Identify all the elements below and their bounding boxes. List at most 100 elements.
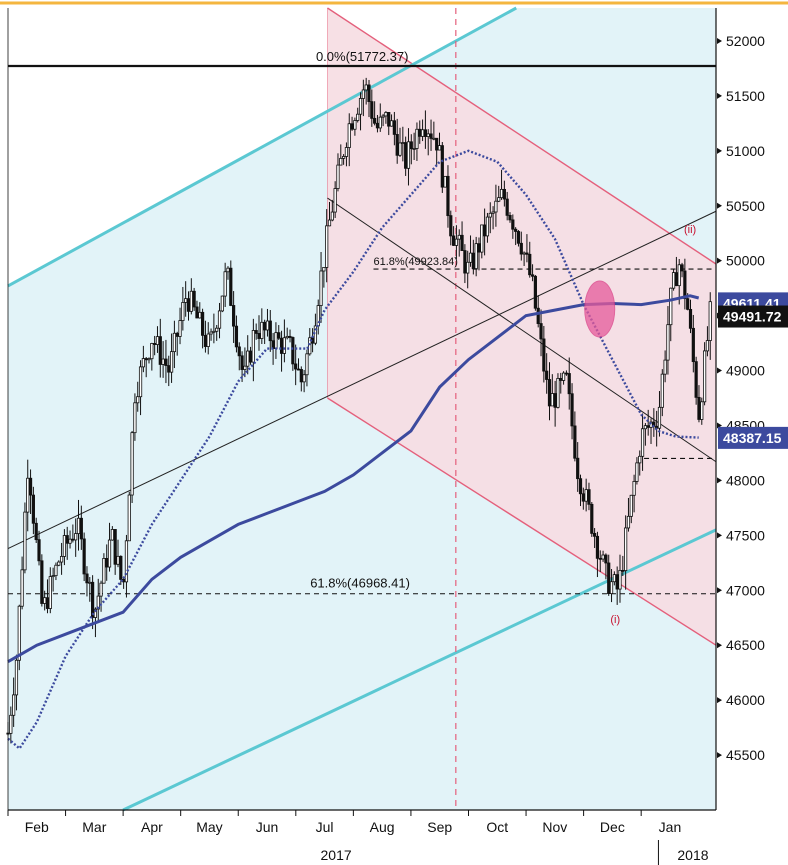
y-tick-mark [717,367,722,374]
candle-body [110,529,114,541]
candle-body [14,659,19,696]
candle-body [62,535,67,557]
candle-body [226,267,230,273]
candle-body [418,128,422,137]
y-tick-mark [717,147,722,154]
candle-body [533,275,537,309]
candle-body [601,554,605,560]
candle-body [172,332,176,353]
candle-body [590,503,594,534]
y-tick-mark [717,477,722,484]
candle-body [178,320,182,337]
candle-body [398,142,402,156]
candle-body [635,462,639,482]
candle-body [367,84,371,103]
candle-body [412,148,416,150]
candle-body [313,325,318,344]
candle-body [263,321,267,331]
candle-body [302,374,306,383]
candle-body [294,363,298,370]
x-tick-label: Dec [600,819,625,835]
candle-body [246,350,250,367]
y-tick-label: 50500 [726,198,765,214]
candle-body [545,370,549,380]
candle-body [105,558,109,568]
candle-body [223,271,227,297]
candle-body [514,228,518,232]
candle-body [671,272,676,289]
crossover-circle [584,280,616,338]
candle-body [102,558,106,584]
candle-body [167,365,171,373]
y-tick-mark [717,202,722,209]
candle-body [274,332,278,349]
candle-body [429,133,433,139]
candle-body [175,332,179,337]
candle-body [232,305,236,327]
candle-body [686,298,690,310]
y-tick-label: 45500 [726,747,765,763]
candle-body [485,216,490,237]
candle-body [192,290,196,308]
candle-body [305,353,309,376]
rising-trend-line [7,210,717,549]
candle-body [155,336,160,345]
candle-body [598,557,602,560]
candle-body [505,198,509,216]
candle-body [680,264,684,272]
candle-body [423,129,427,137]
candle-body [88,581,92,584]
candle-body [158,336,162,365]
candle-body [206,333,210,347]
candle-body [333,188,337,213]
candle-body [147,358,151,361]
candle-body [499,188,504,199]
candle-body [646,425,650,428]
descending-channel-bottom [327,397,717,646]
candle-body [347,123,351,148]
x-tick-label: Jan [659,819,682,835]
candle-body [703,350,707,403]
descending-channel-top [327,7,717,265]
candle-body [511,219,515,230]
y-tick-label: 46000 [726,692,765,708]
candle-body [705,340,710,352]
candle-body [384,112,388,117]
candle-body [339,157,343,166]
candle-body [452,235,456,246]
candle-body [432,137,436,140]
candle-body [254,330,258,334]
candle-body [296,368,301,371]
candle-body [85,573,89,584]
x-tick-label: Oct [486,819,508,835]
candle-body [609,581,614,594]
candle-body [243,365,247,370]
candle-body [528,253,532,276]
candle-body [285,335,289,339]
candle-body [519,242,523,255]
x-tick-label: Sep [427,819,452,835]
candle-body [615,574,619,590]
candle-body [440,145,444,188]
x-tick-label: May [196,819,222,835]
candle-body [282,337,286,354]
candle-body [234,325,239,348]
candle-body [539,323,543,340]
candle-body [553,393,557,408]
candle-body [466,261,470,274]
candle-body [474,243,478,269]
x-tick-label: Mar [82,819,106,835]
candle-body [130,432,134,496]
candle-body [107,539,112,568]
channel-upper-line [7,6,517,288]
y-tick-label: 48000 [726,472,765,488]
candle-body [251,330,255,363]
candle-body [9,714,13,734]
candle-body [669,287,673,326]
candle-body [477,243,481,253]
y-tick-mark [717,92,722,99]
candle-body [697,396,701,420]
candle-body [268,320,272,342]
candle-body [186,298,191,312]
candle-body [31,494,35,524]
